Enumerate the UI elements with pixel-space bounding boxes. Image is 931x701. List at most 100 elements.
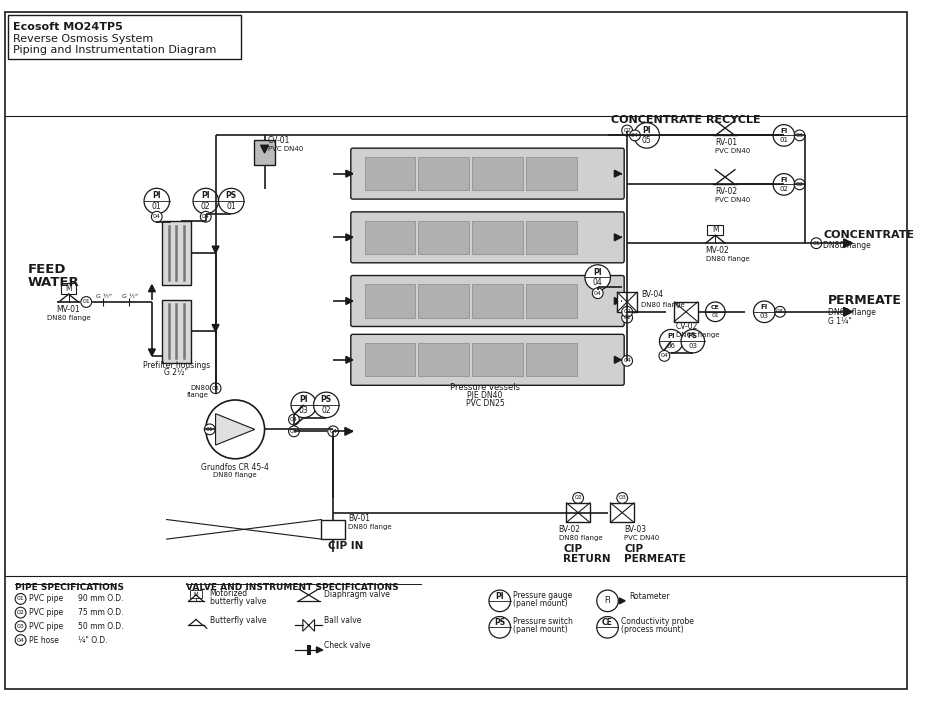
Text: 04: 04 [290, 417, 298, 422]
Bar [306, 645, 311, 655]
Text: PE hose: PE hose [30, 636, 60, 644]
Polygon shape [303, 620, 315, 631]
Text: 01: 01 [711, 313, 719, 318]
Bar [321, 519, 344, 539]
Text: RETURN: RETURN [563, 554, 611, 564]
Text: PI: PI [153, 191, 161, 200]
Polygon shape [346, 298, 353, 304]
Text: 75 mm O.D.: 75 mm O.D. [78, 608, 124, 617]
Text: CE: CE [602, 618, 613, 627]
Text: 90 mm O.D.: 90 mm O.D. [78, 594, 124, 604]
Bar [526, 157, 577, 190]
Bar [526, 343, 577, 376]
Text: PI: PI [593, 268, 602, 277]
Bar [472, 157, 523, 190]
Text: 02: 02 [574, 496, 582, 501]
Text: DN80 flange: DN80 flange [706, 256, 749, 262]
Bar [254, 140, 276, 165]
Bar [472, 221, 523, 254]
Text: Butterfly valve: Butterfly valve [209, 616, 266, 625]
Text: 01: 01 [779, 137, 789, 143]
Bar [472, 343, 523, 376]
Text: ¼" O.D.: ¼" O.D. [78, 636, 108, 644]
Text: G ½": G ½" [123, 294, 139, 299]
Circle shape [200, 212, 211, 222]
Bar [61, 283, 76, 294]
Text: BV-03: BV-03 [624, 525, 646, 534]
Bar [617, 292, 637, 312]
Circle shape [291, 392, 317, 418]
Text: M: M [194, 592, 198, 597]
Polygon shape [148, 349, 155, 356]
Text: PI: PI [668, 333, 675, 339]
Text: PI: PI [300, 395, 308, 404]
Text: 03: 03 [290, 429, 298, 434]
Text: M: M [65, 285, 72, 293]
Polygon shape [614, 234, 621, 240]
Text: CIP: CIP [624, 544, 643, 554]
Text: 02: 02 [201, 202, 210, 211]
FancyBboxPatch shape [351, 334, 624, 386]
Text: RV-01: RV-01 [715, 138, 737, 147]
Text: PVC DN40: PVC DN40 [715, 197, 750, 203]
Text: 04: 04 [594, 291, 601, 296]
Circle shape [617, 493, 627, 503]
Text: CV-01: CV-01 [267, 136, 290, 145]
Circle shape [775, 306, 786, 317]
Text: PVC DN40: PVC DN40 [715, 148, 750, 154]
Text: CIP: CIP [563, 544, 583, 554]
Text: CONCENTRATE RECYCLE: CONCENTRATE RECYCLE [611, 115, 761, 125]
Circle shape [597, 590, 618, 612]
Circle shape [622, 312, 632, 323]
Text: 04: 04 [330, 429, 337, 434]
Circle shape [573, 493, 584, 503]
Text: 50 mm O.D.: 50 mm O.D. [78, 622, 124, 631]
Circle shape [206, 400, 264, 458]
Text: PS: PS [688, 333, 698, 339]
Text: DN80: DN80 [190, 385, 209, 391]
Text: PI: PI [642, 125, 651, 135]
Bar [190, 590, 202, 598]
Polygon shape [216, 414, 255, 445]
Text: DN80 flange: DN80 flange [641, 302, 684, 308]
Text: 05: 05 [641, 136, 652, 145]
Circle shape [706, 302, 725, 322]
Bar [526, 221, 577, 254]
Circle shape [794, 130, 805, 141]
Circle shape [489, 590, 510, 612]
Polygon shape [843, 307, 853, 316]
Bar [526, 285, 577, 318]
Text: DN80 flange: DN80 flange [47, 315, 90, 320]
Bar [365, 343, 415, 376]
Circle shape [659, 329, 683, 353]
Bar [566, 503, 590, 522]
Circle shape [489, 617, 510, 638]
Circle shape [15, 594, 26, 604]
Text: 01: 01 [17, 597, 24, 601]
Bar [365, 285, 415, 318]
Bar [7, 15, 241, 59]
Polygon shape [619, 598, 625, 604]
Circle shape [634, 123, 659, 148]
Text: FI: FI [780, 128, 788, 134]
Polygon shape [614, 356, 621, 363]
Circle shape [152, 212, 162, 222]
FancyBboxPatch shape [351, 148, 624, 199]
Text: Prefilter housings: Prefilter housings [142, 360, 210, 369]
Text: WATER: WATER [27, 276, 79, 290]
Circle shape [811, 238, 822, 249]
Text: PI: PI [495, 592, 504, 601]
Text: PVC DN40: PVC DN40 [624, 535, 659, 541]
Circle shape [328, 426, 339, 437]
Polygon shape [346, 234, 353, 240]
Circle shape [622, 306, 632, 317]
Text: PVC DN40: PVC DN40 [267, 146, 303, 152]
Text: FI: FI [604, 597, 611, 606]
Circle shape [794, 179, 805, 190]
Text: MV-01: MV-01 [57, 305, 80, 314]
Circle shape [15, 621, 26, 632]
Circle shape [585, 265, 611, 290]
Text: 03: 03 [760, 313, 769, 320]
Text: 01: 01 [623, 315, 631, 320]
Text: Check valve: Check valve [324, 641, 371, 650]
